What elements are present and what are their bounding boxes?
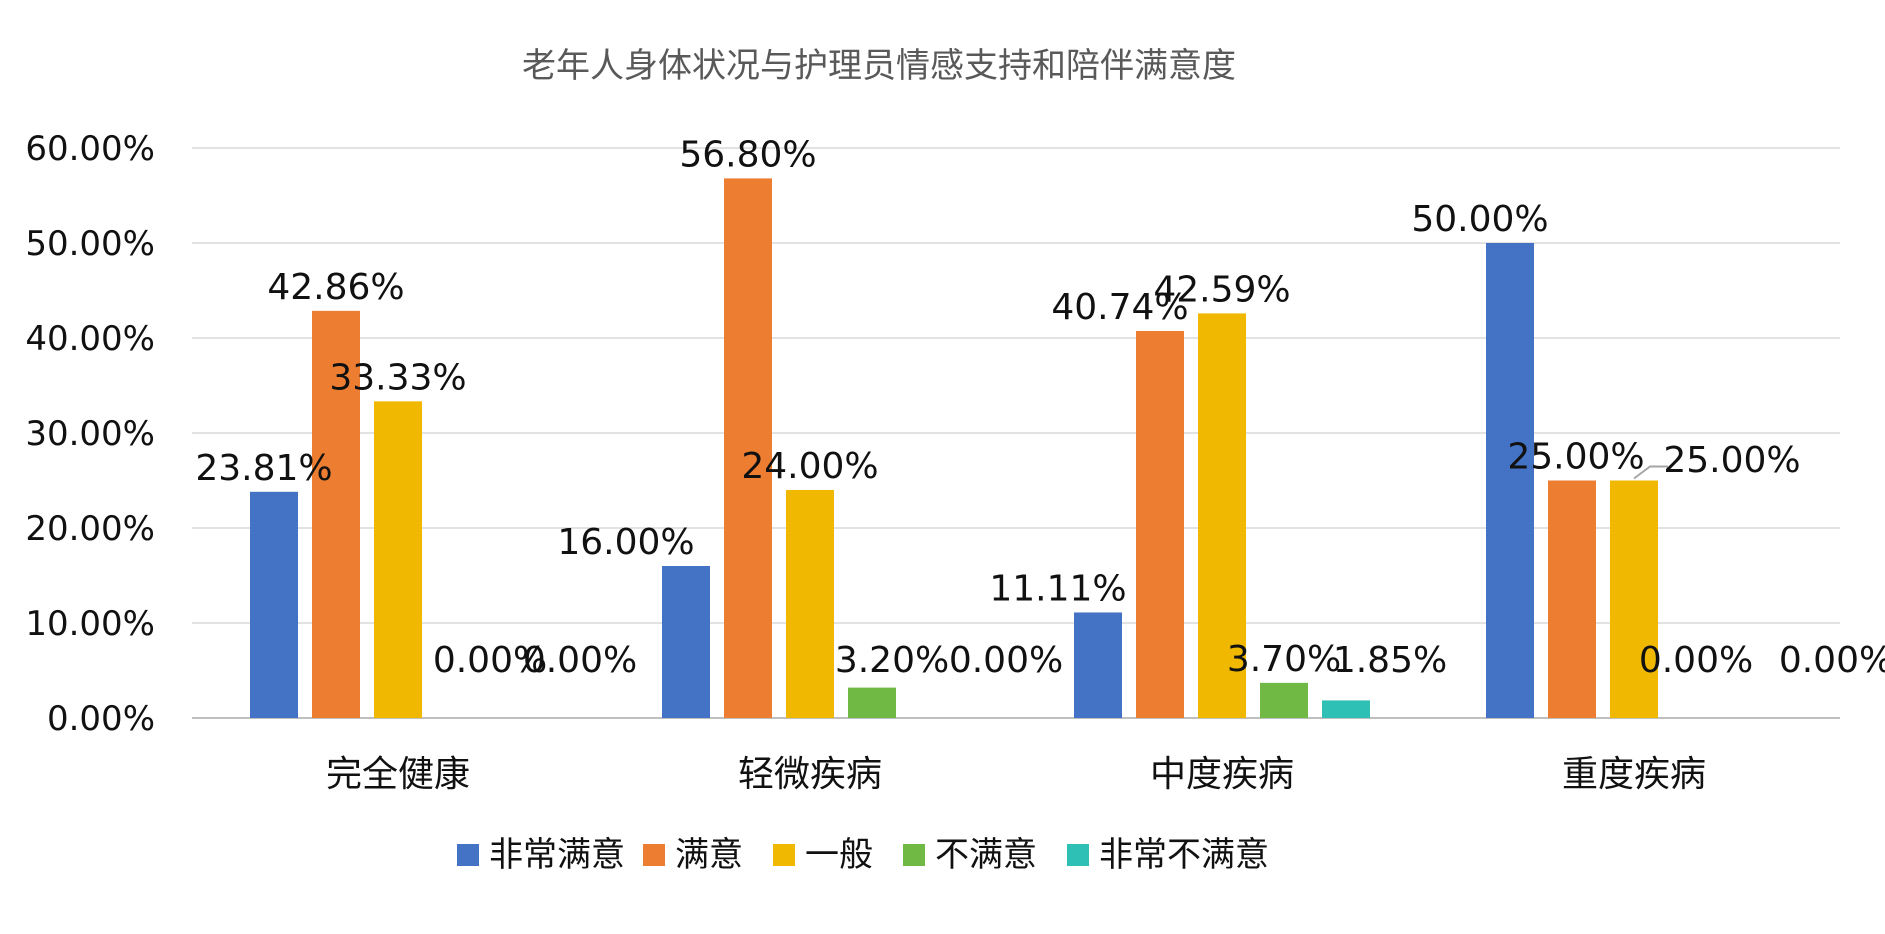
data-label: 24.00% — [741, 446, 878, 487]
x-tick-label: 中度疾病 — [1150, 754, 1294, 795]
bar — [374, 401, 422, 718]
data-label: 0.00% — [1779, 640, 1885, 681]
y-tick-label: 50.00% — [25, 224, 155, 264]
data-label: 3.20% — [835, 640, 949, 681]
y-tick-label: 20.00% — [25, 509, 155, 549]
bar — [848, 687, 896, 718]
legend-label: 不满意 — [935, 835, 1037, 875]
data-label: 0.00% — [1639, 640, 1753, 681]
bar — [724, 178, 772, 718]
bar — [662, 566, 710, 718]
data-label: 1.85% — [1333, 640, 1447, 681]
bar — [1074, 612, 1122, 718]
y-axis-ticks: 0.00% 10.00% 20.00% 30.00% 40.00% 50.00% 60.00… — [25, 129, 155, 739]
bar — [1136, 330, 1184, 718]
legend-swatch — [643, 844, 665, 866]
bar — [1486, 243, 1534, 718]
legend-swatch — [773, 844, 795, 866]
data-label: 11.11% — [989, 568, 1126, 609]
y-tick-label: 40.00% — [25, 319, 155, 359]
legend-swatch — [903, 844, 925, 866]
data-label: 0.00% — [433, 640, 547, 681]
legend-swatch — [1067, 844, 1089, 866]
bar — [786, 490, 834, 718]
legend: 非常满意 满意 一般 不满意 非常不满意 — [457, 835, 1269, 875]
legend-label: 满意 — [675, 835, 743, 875]
data-label: 23.81% — [195, 448, 332, 489]
legend-label: 非常满意 — [489, 835, 625, 875]
data-label: 25.00% — [1663, 440, 1800, 481]
bar — [1260, 682, 1308, 718]
data-label: 25.00% — [1507, 437, 1644, 478]
bar — [1548, 480, 1596, 718]
data-label: 56.80% — [679, 134, 816, 175]
y-tick-label: 10.00% — [25, 604, 155, 644]
data-labels: 23.81%42.86%33.33%0.00%0.00%16.00%56.80%… — [195, 134, 1885, 681]
data-label: 16.00% — [557, 522, 694, 563]
bar — [250, 491, 298, 718]
data-label: 50.00% — [1411, 199, 1548, 240]
y-tick-label: 30.00% — [25, 414, 155, 454]
bar — [1322, 700, 1370, 718]
data-label: 0.00% — [949, 640, 1063, 681]
leader-line — [1633, 465, 1668, 480]
bar — [1198, 313, 1246, 718]
y-tick-label: 60.00% — [25, 129, 155, 169]
chart-title: 老年人身体状况与护理员情感支持和陪伴满意度 — [522, 46, 1236, 86]
legend-label: 非常不满意 — [1099, 835, 1269, 875]
y-tick-label: 0.00% — [47, 699, 155, 739]
x-tick-label: 重度疾病 — [1562, 754, 1706, 795]
x-tick-label: 完全健康 — [326, 754, 470, 795]
bar — [1610, 480, 1658, 718]
x-tick-label: 轻微疾病 — [738, 754, 882, 795]
leader-lines — [1633, 465, 1668, 480]
bars — [250, 178, 1658, 718]
data-label: 40.74% — [1051, 287, 1188, 328]
data-label: 0.00% — [523, 640, 637, 681]
data-label: 33.33% — [329, 357, 466, 398]
bar — [312, 310, 360, 718]
data-label: 42.86% — [267, 267, 404, 308]
legend-label: 一般 — [805, 835, 873, 875]
data-label: 3.70% — [1227, 639, 1341, 680]
x-axis-ticks: 完全健康 轻微疾病 中度疾病 重度疾病 — [326, 754, 1706, 795]
data-label: 42.59% — [1153, 269, 1290, 310]
legend-swatch — [457, 844, 479, 866]
